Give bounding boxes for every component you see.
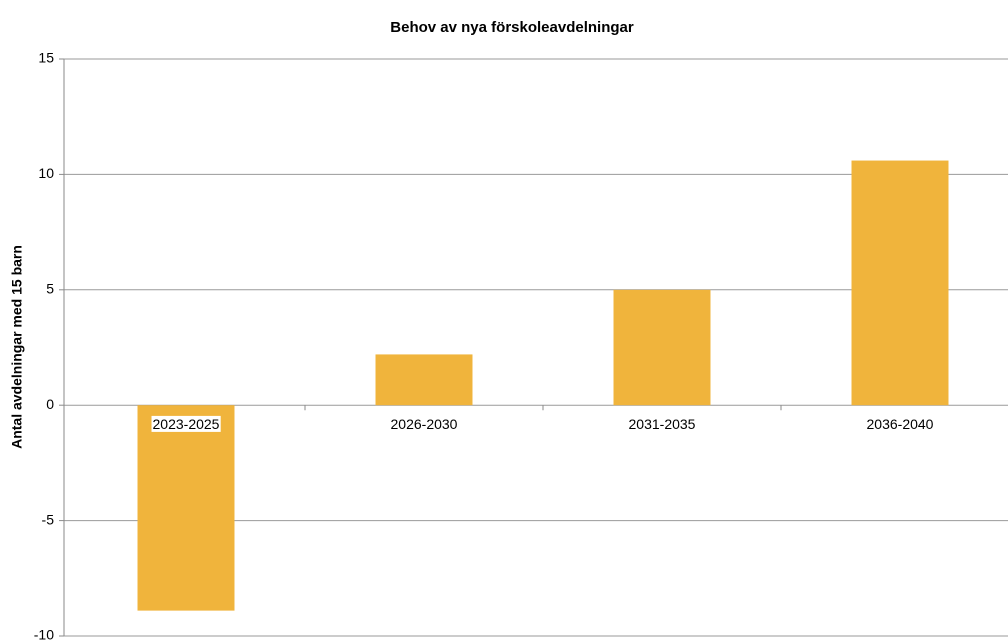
bar bbox=[137, 405, 235, 611]
x-tick-label: 2031-2035 bbox=[629, 416, 696, 432]
y-tick-label: -5 bbox=[42, 511, 55, 527]
chart-title: Behov av nya förskoleavdelningar bbox=[390, 19, 634, 36]
y-axis-label: Antal avdelningar med 15 barn bbox=[9, 245, 25, 449]
x-tick-label: 2023-2025 bbox=[153, 416, 220, 432]
y-tick-label: 15 bbox=[38, 50, 54, 66]
x-tick-label: 2036-2040 bbox=[867, 416, 934, 432]
y-tick-label: -10 bbox=[34, 627, 54, 642]
y-tick-label: 5 bbox=[46, 281, 54, 297]
bar bbox=[613, 289, 711, 406]
bar bbox=[851, 160, 949, 406]
label-background bbox=[151, 415, 221, 432]
bar bbox=[375, 354, 473, 406]
x-tick-label: 2026-2030 bbox=[391, 416, 458, 432]
y-tick-label: 10 bbox=[38, 165, 54, 181]
y-tick-label: 0 bbox=[46, 396, 54, 412]
